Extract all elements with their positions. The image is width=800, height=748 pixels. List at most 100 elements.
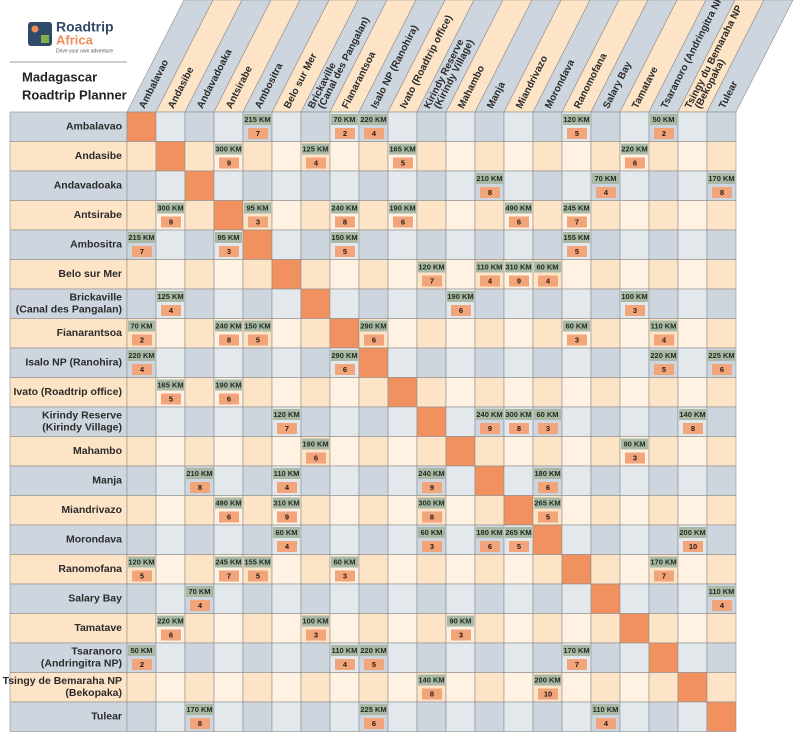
diagonal-cell — [561, 554, 592, 585]
distance: 110 KM — [593, 705, 619, 714]
cell — [677, 318, 708, 349]
cell — [271, 347, 302, 378]
distance-bg — [708, 173, 735, 184]
distance: 170 KM — [186, 705, 212, 714]
cell — [416, 554, 447, 585]
time: 6 — [546, 483, 550, 492]
cell — [648, 406, 679, 437]
distance-bg — [534, 261, 561, 273]
cell — [474, 377, 505, 408]
cell — [561, 672, 592, 703]
cell — [300, 318, 331, 349]
time-bg — [277, 482, 297, 493]
time: 2 — [140, 335, 144, 344]
cell — [677, 436, 708, 467]
distance-bg — [650, 114, 677, 125]
row-label: Ivato (Roadtrip office) — [13, 386, 122, 398]
cell — [445, 318, 476, 349]
row-label-bg — [9, 554, 128, 585]
cell — [416, 318, 447, 349]
cell — [590, 524, 621, 555]
distance-bg — [157, 379, 184, 391]
time-bg — [480, 187, 500, 198]
row-label: Tamatave — [74, 622, 122, 634]
distance: 265 KM — [505, 528, 531, 537]
cell — [184, 436, 215, 467]
cell — [677, 701, 708, 732]
cell — [532, 642, 563, 673]
cell — [387, 701, 418, 732]
time: 8 — [198, 719, 202, 728]
cell — [619, 229, 650, 260]
row-label-bg — [9, 259, 128, 290]
cell — [126, 524, 157, 555]
cell — [329, 406, 360, 437]
cell — [445, 672, 476, 703]
cell — [648, 377, 679, 408]
cell — [184, 318, 215, 349]
cell — [126, 613, 157, 644]
cell — [300, 554, 331, 585]
cell — [329, 465, 360, 496]
distance-bg — [244, 202, 271, 214]
cell — [561, 170, 592, 201]
distance: 110 KM — [274, 469, 300, 478]
cell — [706, 465, 737, 496]
distance: 110 KM — [477, 262, 503, 271]
cell — [213, 111, 244, 142]
distance-bg — [505, 527, 532, 538]
time: 6 — [343, 365, 347, 374]
time-bg — [364, 659, 384, 670]
time: 4 — [169, 306, 174, 315]
cell — [300, 347, 331, 378]
time-bg — [509, 275, 529, 287]
distance: 60 KM — [275, 528, 297, 537]
cell — [358, 613, 389, 644]
cell — [300, 111, 331, 142]
cell — [706, 288, 737, 319]
cell — [619, 347, 650, 378]
cell — [184, 672, 215, 703]
cell — [619, 642, 650, 673]
logo: Roadtrip Africa Drive your own adventure — [28, 19, 114, 54]
distance-bg — [476, 409, 503, 420]
cell — [416, 288, 447, 319]
cell — [416, 613, 447, 644]
cell — [445, 495, 476, 526]
distance: 125 KM — [302, 144, 328, 153]
time-bg — [712, 187, 732, 198]
distance-bg — [331, 350, 358, 361]
cell — [358, 672, 389, 703]
cell — [126, 141, 157, 172]
time-bg — [596, 187, 616, 198]
distance-bg — [157, 291, 184, 302]
row-label: Antsirabe — [74, 209, 123, 221]
cell — [503, 583, 534, 614]
time-bg — [393, 216, 413, 228]
time-bg — [219, 570, 239, 582]
time-bg — [277, 423, 297, 434]
cell — [590, 436, 621, 467]
cell — [126, 200, 157, 231]
time-bg — [132, 364, 152, 375]
cell — [416, 701, 447, 732]
cell — [503, 229, 534, 260]
cell — [155, 554, 186, 585]
distance: 150 KM — [244, 321, 270, 330]
cell — [474, 111, 505, 142]
cell — [474, 288, 505, 319]
cell — [445, 111, 476, 142]
distance: 165 KM — [389, 144, 415, 153]
distance: 180 KM — [534, 469, 560, 478]
distance-bg — [708, 350, 735, 361]
cell — [619, 701, 650, 732]
cell — [706, 200, 737, 231]
cell — [358, 377, 389, 408]
cell — [677, 495, 708, 526]
diagonal-cell — [416, 406, 447, 437]
distance-bg — [679, 527, 706, 538]
cell — [242, 377, 273, 408]
cell — [213, 436, 244, 467]
cell — [184, 642, 215, 673]
